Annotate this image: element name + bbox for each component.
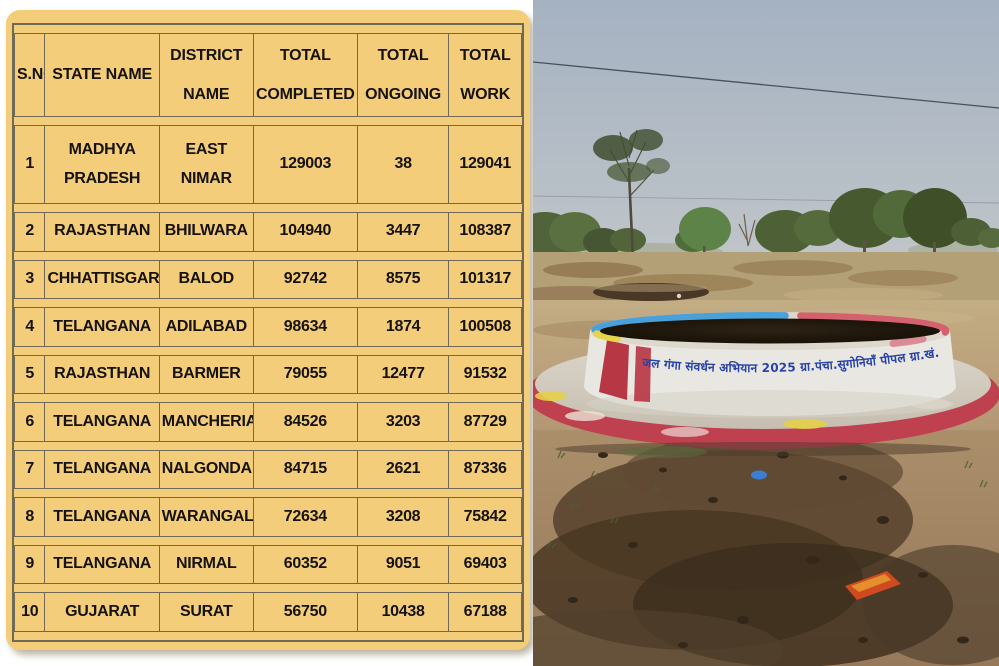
cell-sno: 8: [14, 497, 45, 537]
table-row: 3 CHHATTISGARH BALOD 92742 8575 101317: [14, 259, 522, 300]
cell-completed: 56750: [252, 592, 357, 632]
cell-district: NIRMAL: [158, 544, 253, 585]
cell-completed: 60352: [252, 544, 357, 585]
cell-state: RAJASTHAN: [44, 354, 159, 395]
table-row: 10 GUJARAT SURAT 56750 10438 67188: [14, 592, 522, 632]
cell-completed: 104940: [252, 212, 357, 252]
table-row: 5 RAJASTHAN BARMER 79055 12477 91532: [14, 354, 522, 395]
cell-ongoing: 3203: [356, 402, 449, 442]
table-row: 8 TELANGANA WARANGAL 72634 3208 75842: [14, 497, 522, 537]
header-total-ongoing: TOTAL ONGOING: [356, 33, 449, 117]
table-row: 6 TELANGANA MANCHERIAL 84526 3203 87729: [14, 402, 522, 442]
soil-clods: [568, 451, 969, 648]
cell-district: BARMER: [158, 354, 253, 395]
cell-ongoing: 2621: [356, 449, 449, 490]
well-rim: [590, 312, 950, 350]
orange-litter: [845, 571, 901, 600]
cell-completed: 72634: [252, 497, 357, 537]
cell-district: NALGONDA: [158, 449, 253, 490]
cell-district: BALOD: [158, 259, 253, 300]
grass-tufts: [547, 450, 988, 549]
table-row: 1 MADHYA PRADESH EAST NIMAR 129003 38 12…: [14, 125, 522, 205]
cell-completed: 92742: [252, 259, 357, 300]
cell-state: TELANGANA: [44, 307, 159, 347]
well-wall-red-stripes: [599, 340, 651, 402]
cell-state: RAJASTHAN: [44, 212, 159, 252]
cell-sno: 2: [14, 212, 45, 252]
well-interior: [600, 318, 940, 344]
data-table-card: S.NO. STATE NAME DISTRICT NAME TOTAL COM…: [6, 10, 530, 650]
cell-state: TELANGANA: [44, 544, 159, 585]
cell-sno: 5: [14, 354, 45, 395]
well-field-photo: जल गंगा संवर्धन अभियान 2025 ग्रा.पंचा.सु…: [533, 0, 999, 666]
apron-front-grass: [619, 446, 707, 458]
cell-work: 129041: [448, 125, 522, 205]
well-apron-shadow: [555, 442, 971, 456]
cell-state: TELANGANA: [44, 497, 159, 537]
cell-state: TELANGANA: [44, 449, 159, 490]
cell-work: 87336: [448, 449, 522, 490]
cell-completed: 98634: [252, 307, 357, 347]
cell-ongoing: 8575: [356, 259, 449, 300]
cell-work: 108387: [448, 212, 522, 252]
cell-work: 87729: [448, 402, 522, 442]
cell-state: MADHYA PRADESH: [44, 125, 159, 205]
foreground-dirt: [533, 430, 999, 666]
cell-district: ADILABAD: [158, 307, 253, 347]
well-structure: जल गंगा संवर्धन अभियान 2025 ग्रा.पंचा.सु…: [533, 312, 999, 456]
header-state-name: STATE NAME: [44, 33, 159, 117]
cell-completed: 79055: [252, 354, 357, 395]
cell-work: 91532: [448, 354, 522, 395]
cell-sno: 4: [14, 307, 45, 347]
cell-sno: 6: [14, 402, 45, 442]
bare-shrub: [738, 213, 756, 247]
cell-sno: 9: [14, 544, 45, 585]
table-row: 2 RAJASTHAN BHILWARA 104940 3447 108387: [14, 212, 522, 252]
cell-district: MANCHERIAL: [158, 402, 253, 442]
cell-district: WARANGAL: [158, 497, 253, 537]
header-total-work: TOTAL WORK: [448, 33, 522, 117]
cell-work: 67188: [448, 592, 522, 632]
cell-sno: 7: [14, 449, 45, 490]
header-sno: S.NO.: [14, 33, 45, 117]
field-bund: [593, 283, 709, 301]
cell-completed: 84526: [252, 402, 357, 442]
header-row: S.NO. STATE NAME DISTRICT NAME TOTAL COM…: [14, 33, 522, 117]
table-row: 7 TELANGANA NALGONDA 84715 2621 87336: [14, 449, 522, 490]
cell-work: 75842: [448, 497, 522, 537]
cell-district: SURAT: [158, 592, 253, 632]
state-district-work-table: S.NO. STATE NAME DISTRICT NAME TOTAL COM…: [12, 23, 524, 642]
cell-ongoing: 3447: [356, 212, 449, 252]
table-row: 9 TELANGANA NIRMAL 60352 9051 69403: [14, 544, 522, 585]
power-line: [533, 61, 999, 109]
cell-completed: 84715: [252, 449, 357, 490]
cell-ongoing: 1874: [356, 307, 449, 347]
cell-sno: 10: [14, 592, 45, 632]
cell-ongoing: 38: [356, 125, 449, 205]
header-district-name: DISTRICT NAME: [158, 33, 253, 117]
cell-work: 100508: [448, 307, 522, 347]
cell-district: EAST NIMAR: [158, 125, 253, 205]
bare-tree: [593, 129, 670, 263]
cell-state: TELANGANA: [44, 402, 159, 442]
table-row: 4 TELANGANA ADILABAD 98634 1874 100508: [14, 307, 522, 347]
cell-sno: 1: [14, 125, 45, 205]
blue-litter: [751, 470, 767, 480]
cell-ongoing: 9051: [356, 544, 449, 585]
cell-work: 69403: [448, 544, 522, 585]
cell-work: 101317: [448, 259, 522, 300]
header-total-completed: TOTAL COMPLETED: [252, 33, 357, 117]
cell-sno: 3: [14, 259, 45, 300]
cell-ongoing: 10438: [356, 592, 449, 632]
cell-ongoing: 3208: [356, 497, 449, 537]
cell-completed: 129003: [252, 125, 357, 205]
cell-district: BHILWARA: [158, 212, 253, 252]
cell-state: GUJARAT: [44, 592, 159, 632]
cell-state: CHHATTISGARH: [44, 259, 159, 300]
cell-ongoing: 12477: [356, 354, 449, 395]
